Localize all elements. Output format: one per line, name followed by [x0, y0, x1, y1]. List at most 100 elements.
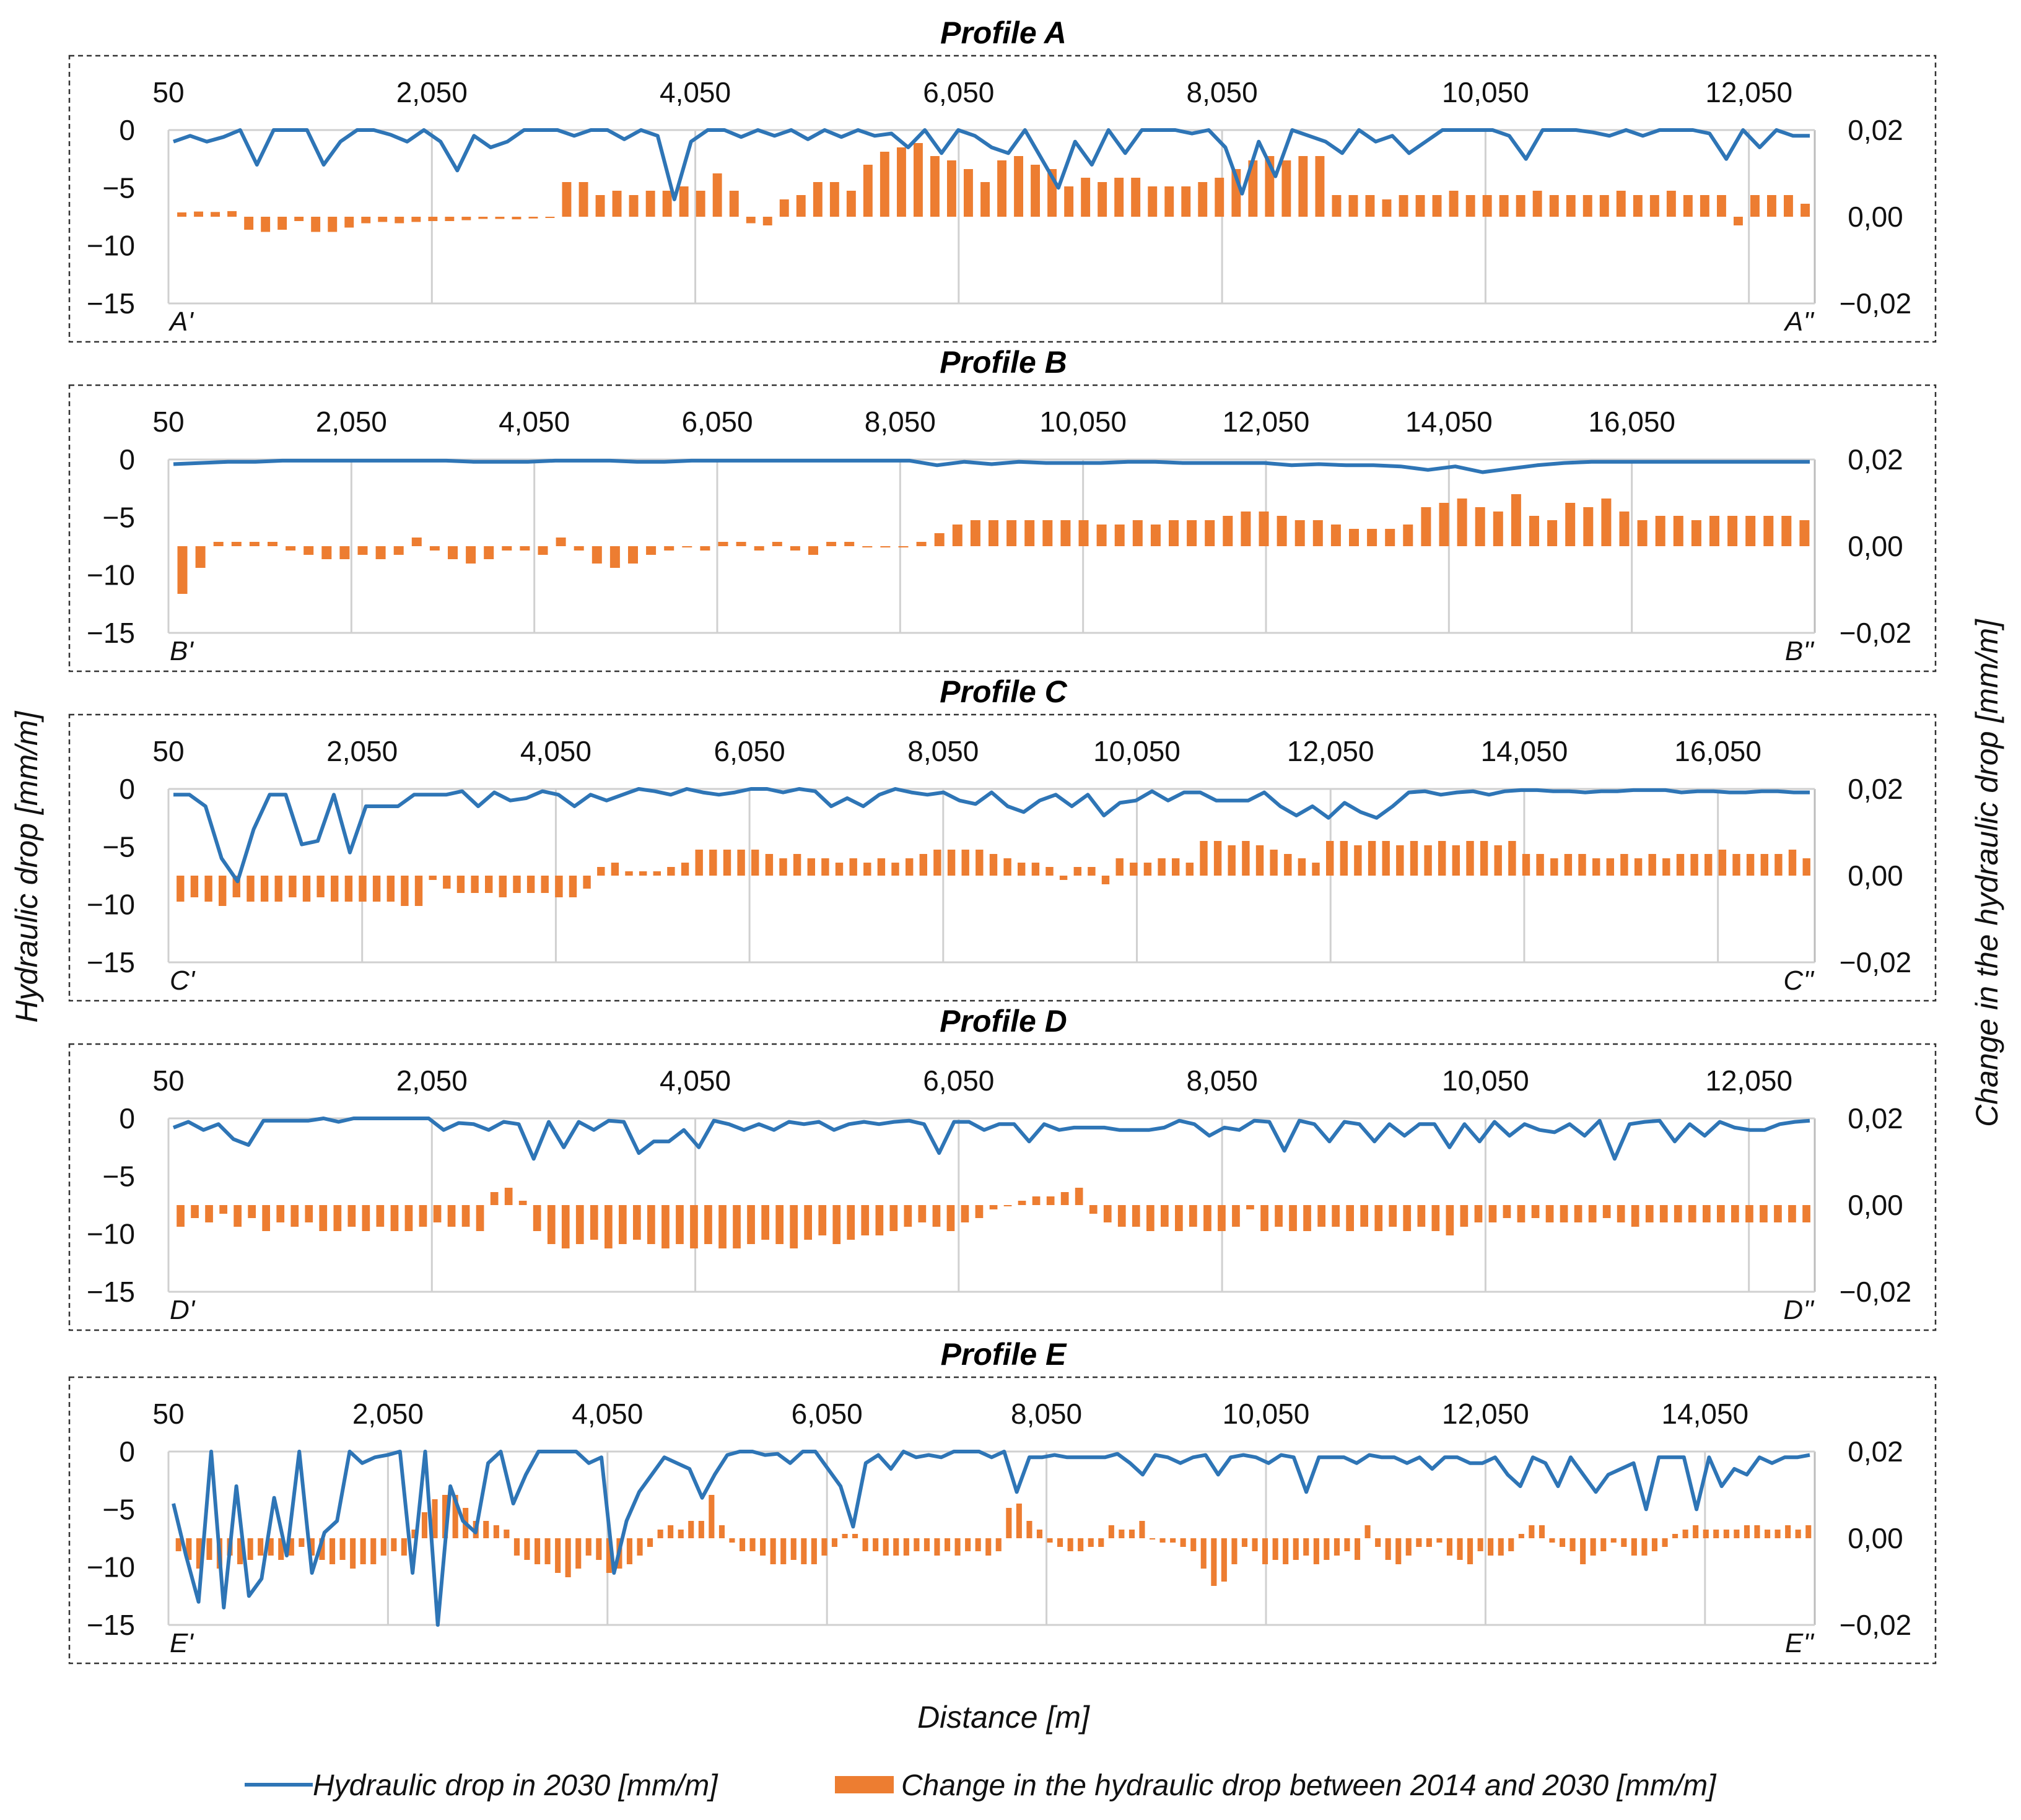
- change-bar: [889, 1205, 898, 1231]
- change-bar: [305, 1205, 313, 1222]
- change-bar: [1805, 1525, 1812, 1538]
- change-bar: [411, 217, 421, 222]
- change-bar: [1439, 503, 1449, 546]
- change-bar: [826, 542, 837, 546]
- change-bar: [249, 542, 260, 546]
- change-bar: [1522, 854, 1530, 876]
- change-bar: [790, 1538, 797, 1560]
- change-bar: [772, 542, 782, 546]
- change-bar: [1508, 1538, 1514, 1551]
- change-bar: [1465, 195, 1475, 217]
- change-bar: [1198, 182, 1208, 217]
- change-bar: [1781, 516, 1792, 546]
- change-bar: [1018, 863, 1026, 876]
- change-bar: [875, 1205, 884, 1235]
- left-y-tick-label: −5: [103, 1160, 135, 1192]
- change-bar: [891, 863, 899, 876]
- change-bar: [740, 1538, 746, 1551]
- change-bar: [1242, 841, 1250, 876]
- change-bar: [1641, 1538, 1648, 1556]
- change-bar: [1410, 841, 1418, 876]
- right-y-tick-label: −0,02: [1840, 1276, 1911, 1308]
- change-bar: [1060, 1192, 1069, 1205]
- change-bar: [227, 211, 237, 217]
- change-bar: [1565, 503, 1576, 546]
- change-bar: [308, 1538, 315, 1556]
- change-bar: [247, 876, 255, 902]
- change-bar: [761, 1205, 769, 1240]
- change-bar: [1298, 156, 1308, 217]
- change-bar: [311, 217, 321, 232]
- change-bar: [664, 546, 674, 551]
- change-bar: [194, 211, 203, 217]
- profile-panel: Profile A 50 2,050 4,050 6,050 8,050 10,050 12,…: [68, 15, 1937, 343]
- change-bar: [1159, 1538, 1166, 1543]
- change-bar: [1645, 1205, 1654, 1222]
- change-bar: [447, 1205, 456, 1227]
- change-bar: [461, 217, 471, 220]
- change-bar: [1073, 867, 1081, 876]
- change-bar: [1583, 507, 1594, 546]
- change-bar: [863, 863, 871, 876]
- change-bar: [628, 546, 638, 564]
- change-bar: [443, 876, 451, 889]
- change-bar: [1385, 1538, 1391, 1560]
- change-bar: [1631, 1538, 1637, 1556]
- right-y-tick-label: 0,02: [1848, 1435, 1903, 1468]
- change-bar: [339, 1538, 346, 1560]
- right-y-tick-label: 0,00: [1848, 860, 1903, 892]
- change-bar: [625, 871, 633, 876]
- change-bar: [595, 195, 605, 217]
- hydraulic-drop-line: [172, 1450, 1810, 1627]
- change-bar: [1688, 1205, 1696, 1222]
- change-bar: [578, 182, 588, 217]
- right-axis-title: Change in the hydraulic drop [mm/m]: [1970, 619, 2004, 1127]
- profile-start-label: A': [168, 307, 194, 337]
- change-bar: [945, 1538, 951, 1551]
- change-bar: [1382, 841, 1390, 876]
- change-bar: [1294, 520, 1305, 546]
- change-bar: [1148, 186, 1158, 217]
- change-bar: [495, 217, 505, 219]
- change-bar: [401, 1538, 407, 1556]
- change-bar: [1631, 1205, 1639, 1227]
- change-bar: [286, 546, 296, 551]
- change-bar: [347, 1205, 356, 1227]
- change-bar: [1703, 1205, 1711, 1222]
- change-bar: [1503, 1205, 1511, 1218]
- change-bar: [1801, 204, 1810, 217]
- change-bar: [219, 1205, 227, 1214]
- change-bar: [1518, 1534, 1524, 1538]
- left-y-tick-label: 0: [119, 1435, 135, 1468]
- change-bar: [1431, 1205, 1440, 1231]
- x-tick-label: 10,050: [1442, 1065, 1529, 1097]
- change-bar: [299, 1538, 305, 1547]
- x-tick-label: 10,050: [1223, 1398, 1310, 1430]
- change-bar: [883, 1538, 889, 1556]
- change-bar: [1114, 178, 1124, 217]
- change-bar: [248, 1205, 256, 1218]
- change-bar: [1355, 1538, 1361, 1560]
- change-bar: [258, 1538, 264, 1556]
- change-bar: [1078, 1538, 1084, 1551]
- x-tick-label: 6,050: [714, 735, 785, 767]
- profile-end-label: C'': [1783, 965, 1814, 996]
- change-bar: [1031, 165, 1040, 217]
- change-bar: [372, 876, 381, 902]
- change-bar: [1621, 1538, 1627, 1547]
- change-bar: [1375, 1538, 1381, 1547]
- profile-d-frame: [68, 1043, 1937, 1331]
- change-bar: [914, 1538, 920, 1551]
- change-bar: [485, 876, 493, 893]
- x-tick-label: 12,050: [1705, 1065, 1792, 1097]
- change-bar: [1666, 191, 1676, 217]
- change-bar: [1396, 845, 1404, 876]
- profile-b-title: Profile B: [940, 345, 1067, 380]
- change-bar: [357, 546, 368, 555]
- change-bar: [639, 871, 647, 876]
- change-bar: [975, 1538, 981, 1551]
- left-y-tick-label: −15: [87, 1276, 135, 1308]
- hydraulic-drop-line: [173, 128, 1810, 201]
- change-bar: [476, 1205, 484, 1231]
- change-bar: [1081, 178, 1091, 217]
